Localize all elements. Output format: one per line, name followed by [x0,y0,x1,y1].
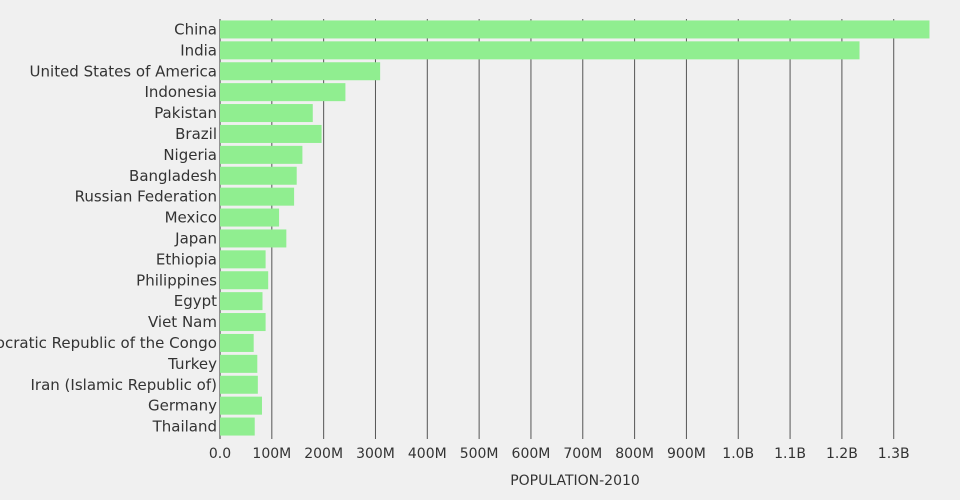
category-label: Philippines [136,271,217,289]
bar [220,292,263,311]
category-label: Democratic Republic of the Congo [0,334,217,352]
bar [220,145,303,164]
bar [220,375,258,394]
category-label: Indonesia [144,83,217,101]
bar [220,208,280,227]
category-label: United States of America [30,62,217,80]
bars [220,20,930,436]
bar [220,229,287,248]
x-axis-tick-labels: 0.0 100M 200M 300M 400M 500M 600M 700M 800M 900M 1… [209,446,910,462]
category-label: Bangladesh [129,167,217,185]
x-tick-label: 1.3B [878,446,910,462]
category-label: Japan [174,229,217,247]
x-tick-label: 900M [667,446,706,462]
x-tick-label: 1.1B [774,446,806,462]
bar [220,62,381,81]
bar [220,124,322,143]
gridlines [219,19,895,439]
category-label: Nigeria [163,146,217,164]
bar [220,104,313,123]
bar [220,333,254,352]
category-labels: China India United States of America Indone… [0,20,217,435]
bar [220,20,930,39]
x-tick-label: 600M [512,446,551,462]
bar [220,83,346,102]
category-label: Egypt [174,292,217,310]
bar [220,396,262,415]
bar [220,187,295,206]
category-label: Iran (Islamic Republic of) [31,376,218,394]
category-label: Viet Nam [148,313,217,331]
x-axis-title: POPULATION-2010 [510,473,640,489]
x-tick-label: 500M [460,446,499,462]
category-label: Turkey [167,355,217,373]
category-label: Ethiopia [156,250,217,268]
x-tick-label: 700M [563,446,602,462]
x-tick-label: 300M [356,446,395,462]
x-tick-label: 1.0B [722,446,754,462]
x-tick-label: 400M [408,446,447,462]
x-tick-label: 1.2B [826,446,858,462]
bar [220,250,266,269]
bar [220,271,269,290]
category-label: Brazil [175,125,217,143]
category-label: Mexico [165,209,217,227]
bar [220,417,255,436]
category-label: Pakistan [154,104,217,122]
bar [220,313,266,332]
category-label: India [180,41,217,59]
x-tick-label: 0.0 [209,446,231,462]
bar [220,354,258,373]
category-label: Germany [148,397,217,415]
x-tick-label: 100M [252,446,291,462]
category-label: China [174,20,217,38]
bar [220,166,297,185]
x-tick-label: 800M [615,446,654,462]
bar [220,41,860,60]
x-tick-label: 200M [304,446,343,462]
category-label: Russian Federation [75,188,217,206]
category-label: Thailand [152,418,217,436]
